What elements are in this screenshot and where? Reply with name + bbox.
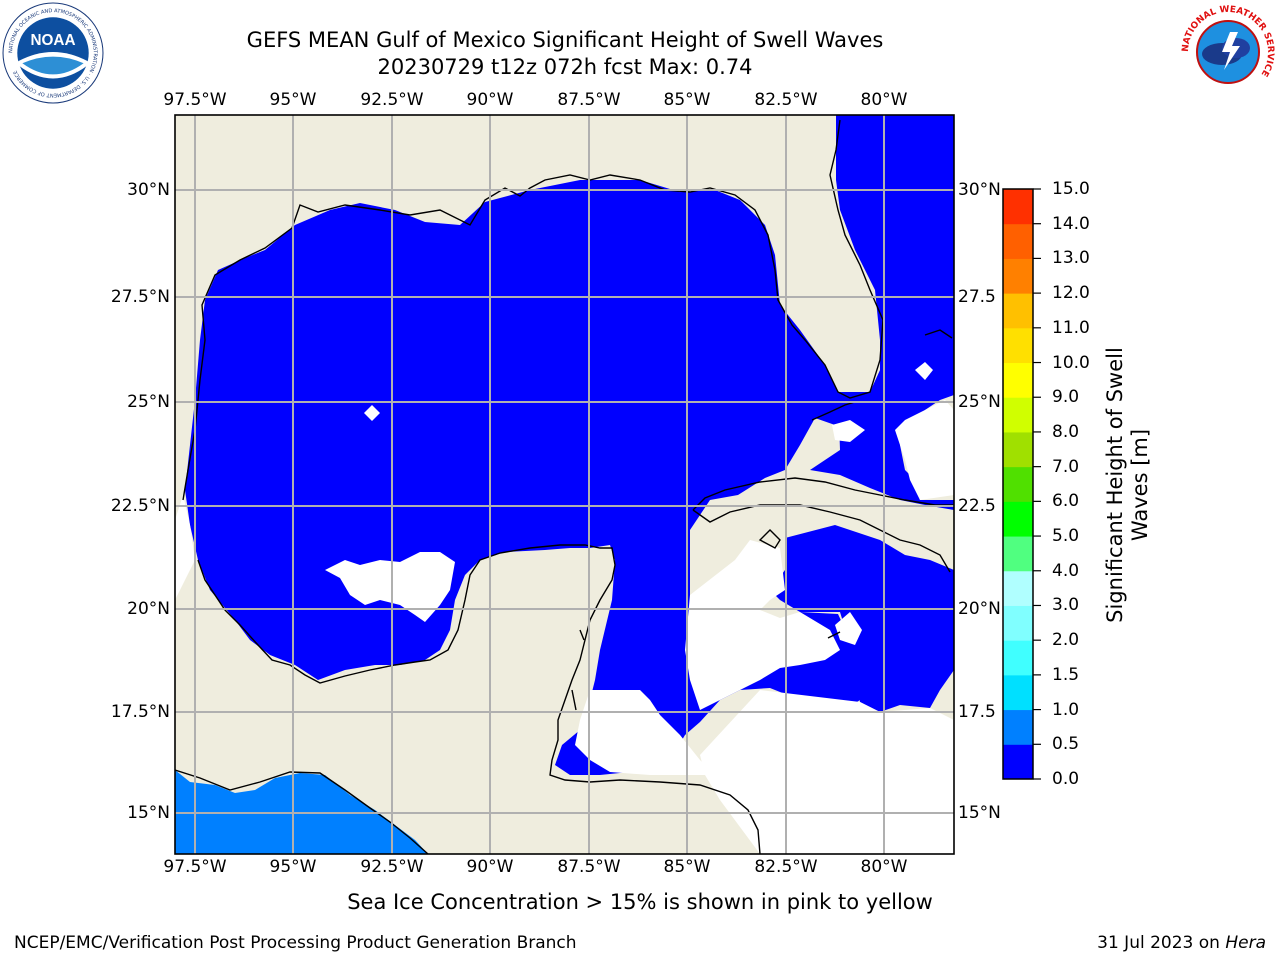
colorbar-bin [1003, 258, 1033, 294]
colorbar-tick-label: 14.0 [1052, 213, 1090, 234]
noaa-logo-text: NOAA [31, 32, 76, 49]
nws-logo: NATIONAL WEATHER SERVICE [1179, 3, 1277, 101]
credit-date: 31 Jul 2023 on [1097, 933, 1220, 953]
lon-label-bottom: 95°W [269, 857, 317, 877]
lat-label-left: 27.5°N [110, 287, 170, 307]
lat-label-right: 17.5 [958, 702, 996, 722]
lon-label-top: 87.5°W [557, 90, 621, 110]
noaa-logo: NOAA NATIONAL OCEANIC AND ATMOSPHERIC AD… [2, 2, 104, 104]
colorbar-tick-label: 13.0 [1052, 248, 1090, 269]
colorbar-bin [1003, 189, 1033, 225]
lon-label-bottom: 90°W [466, 857, 514, 877]
colorbar-bin [1003, 327, 1033, 364]
colorbar-tick-label: 2.0 [1052, 630, 1080, 651]
colorbar-bin [1003, 744, 1033, 780]
caribbean-swell-field [770, 525, 954, 712]
credit-date-host: 31 Jul 2023 on Hera [1097, 933, 1266, 953]
lon-label-bottom: 92.5°W [360, 857, 424, 877]
lat-label-left: 20°N [127, 599, 170, 619]
colorbar-tick-label: 0.5 [1052, 734, 1080, 755]
map-frame [174, 114, 955, 855]
colorbar-bin [1003, 570, 1033, 606]
lat-label-right: 27.5 [958, 287, 996, 307]
credit-host: Hera [1225, 933, 1266, 953]
lat-label-left: 22.5°N [110, 496, 170, 516]
lon-label-bottom: 85°W [663, 857, 711, 877]
lon-label-top: 97.5°W [163, 90, 227, 110]
lon-label-top: 82.5°W [754, 90, 818, 110]
lat-label-left: 17.5°N [110, 702, 170, 722]
credit-organization: NCEP/EMC/Verification Post Processing Pr… [14, 933, 577, 953]
lat-label-left: 15°N [127, 803, 170, 823]
colorbar-bin [1003, 501, 1033, 537]
colorbar-tick-label: 4.0 [1052, 560, 1080, 581]
colorbar-tick-label: 0.0 [1052, 769, 1080, 789]
colorbar-tick-label: 9.0 [1052, 387, 1080, 408]
colorbar-bin [1003, 223, 1033, 259]
lat-label-left: 25°N [127, 392, 170, 412]
colorbar-bin [1003, 293, 1033, 329]
lon-label-top: 80°W [860, 90, 908, 110]
colorbar-bin [1003, 640, 1033, 676]
lat-label-right: 25°N [958, 392, 1001, 412]
colorbar-bin [1003, 605, 1033, 641]
colorbar-tick-label: 11.0 [1052, 317, 1090, 338]
colorbar-tick-label: 3.0 [1052, 595, 1080, 616]
map-subtitle: 20230729 t12z 072h fcst Max: 0.74 [377, 55, 753, 79]
lat-label-left: 30°N [127, 180, 170, 200]
colorbar-tick-label: 12.0 [1052, 283, 1090, 304]
lon-label-top: 85°W [663, 90, 711, 110]
colorbar-bin [1003, 674, 1033, 711]
colorbar-bin [1003, 362, 1033, 398]
sea-ice-footnote: Sea Ice Concentration > 15% is shown in … [347, 890, 933, 914]
graticule [175, 115, 954, 854]
colorbar-bin [1003, 709, 1033, 745]
lon-label-top: 90°W [466, 90, 514, 110]
lon-label-bottom: 80°W [860, 857, 908, 877]
colorbar-bin [1003, 466, 1033, 502]
lat-label-right: 30°N [958, 180, 1001, 200]
lon-label-top: 95°W [269, 90, 317, 110]
colorbar-bin [1003, 397, 1033, 433]
colorbar-tick-label: 10.0 [1052, 352, 1090, 373]
map-title: GEFS MEAN Gulf of Mexico Significant Hei… [246, 28, 884, 52]
atlantic-swell-field [810, 315, 954, 510]
colorbar-tick-label: 1.0 [1052, 699, 1080, 720]
colorbar-bin [1003, 536, 1033, 572]
coastlines [175, 119, 954, 854]
lat-label-right: 15°N [958, 803, 1001, 823]
colorbar-tick-label: 1.5 [1052, 664, 1080, 685]
lat-label-right: 22.5 [958, 496, 996, 516]
colorbar-bin [1003, 431, 1033, 468]
lon-label-bottom: 97.5°W [163, 857, 227, 877]
lon-label-top: 92.5°W [360, 90, 424, 110]
colorbar-tick-label: 15.0 [1052, 179, 1090, 199]
colorbar-tick-label: 5.0 [1052, 526, 1080, 547]
lat-label-right: 20°N [958, 599, 1001, 619]
colorbar-tick-label: 7.0 [1052, 456, 1080, 477]
colorbar [1003, 188, 1041, 780]
colorbar-tick-label: 8.0 [1052, 421, 1080, 442]
colorbar-label: Significant Height of Swell Waves [m] [1103, 347, 1152, 623]
colorbar-frame [1002, 188, 1034, 780]
lon-label-bottom: 87.5°W [557, 857, 621, 877]
colorbar-tick-label: 6.0 [1052, 491, 1080, 512]
lon-label-bottom: 82.5°W [754, 857, 818, 877]
